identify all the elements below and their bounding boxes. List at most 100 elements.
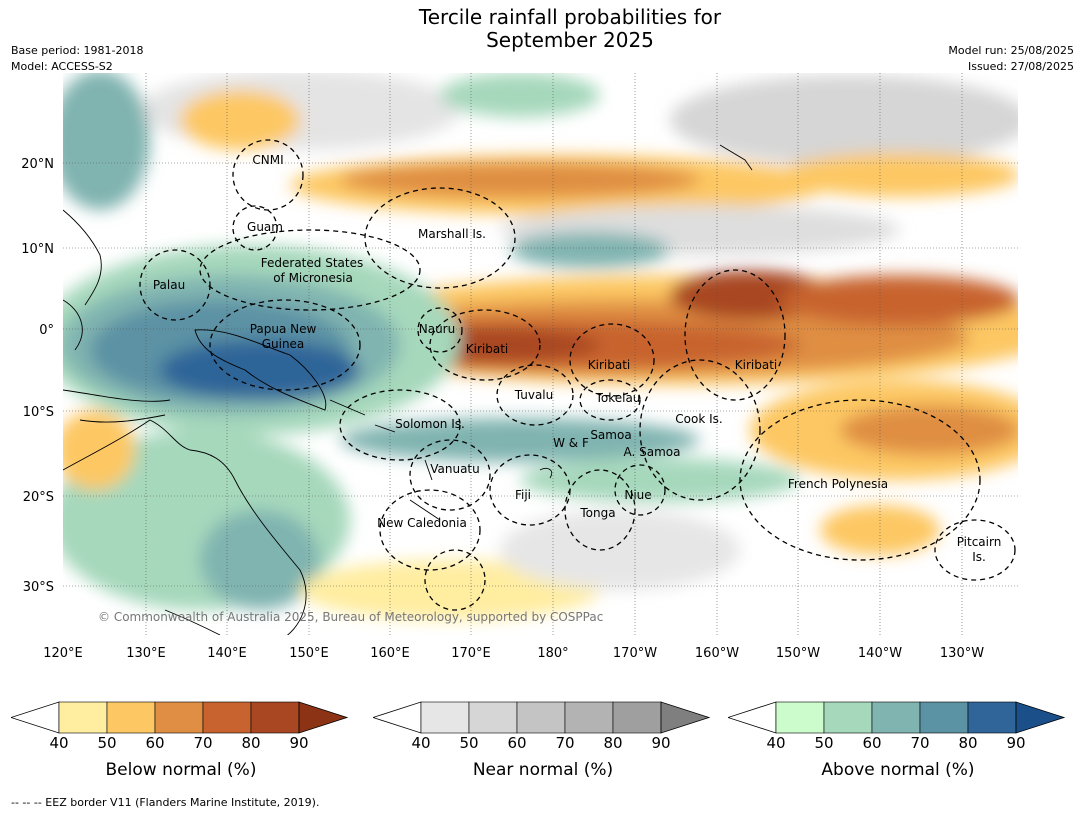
lon-label: 150°W (776, 646, 820, 661)
patch-wet-core (160, 340, 360, 400)
patch-green-n (440, 73, 600, 117)
eez-frpoly (739, 399, 981, 561)
lon-label: 140°E (207, 646, 247, 661)
colorbar-min-arrow (9, 701, 60, 734)
colorbar-bin (612, 701, 662, 734)
lat-label: 20°N (21, 157, 54, 172)
colorbar-tick: 80 (603, 734, 623, 752)
colorbar-tick: 40 (49, 734, 69, 752)
region-label: Tokelau (595, 391, 641, 405)
colorbar-tick: 90 (1006, 734, 1026, 752)
region-label: CNMI (252, 153, 283, 167)
patch-grey-south (500, 510, 740, 590)
colorbar-bin (967, 701, 1017, 734)
eez-tonga (564, 469, 636, 551)
patch-orange-n1 (180, 90, 300, 150)
region-label: Palau (153, 278, 185, 292)
region-label: Papua New (250, 322, 317, 336)
region-label: Cook Is. (675, 412, 722, 426)
region-label: French Polynesia (788, 477, 888, 491)
colorbar-graphic (726, 701, 1066, 734)
lon-label: 150°E (289, 646, 329, 661)
region-label: Niue (624, 488, 651, 502)
philippines-coast (63, 209, 102, 306)
eez-fsm (199, 229, 421, 311)
colorbar-min-arrow (726, 701, 777, 734)
region-label: Kiribati (588, 358, 630, 372)
eez-cnmi (232, 139, 304, 211)
latitude-labels: 20°N 10°N 0° 10°S 20°S 30°S (21, 157, 54, 595)
new-zealand (164, 609, 221, 635)
eez-kiribati-w (429, 309, 541, 381)
lon-label: 130°E (126, 646, 166, 661)
lon-label: 170°E (451, 646, 491, 661)
longitude-labels: 120°E 130°E 140°E 150°E 160°E 170°E 180° 170°W 1… (43, 646, 984, 661)
lon-label: 140°W (858, 646, 902, 661)
lat-label: 30°S (23, 580, 54, 595)
colorbar-graphic (9, 701, 349, 734)
patch-grey-ne (670, 75, 1018, 165)
eez-solomon (339, 389, 461, 461)
eez-vanuatu (409, 439, 491, 511)
borneo-coast (63, 299, 83, 351)
patch-wet-spcz2 (520, 458, 800, 502)
colorbar-tick: 80 (241, 734, 261, 752)
region-label: Guam (247, 220, 283, 234)
colorbar-tick: 50 (97, 734, 117, 752)
colorbar-graphic (371, 701, 711, 734)
eez-borders (139, 139, 1016, 611)
region-label: New Caledonia (377, 516, 467, 530)
colorbar-bin (154, 701, 204, 734)
colorbar-above: 40 50 60 70 80 90 Above normal (%) (726, 700, 1068, 790)
lon-label: 160°W (695, 646, 739, 661)
eez-marshall (364, 187, 516, 289)
lat-label: 10°N (21, 242, 54, 257)
region-label: Fiji (515, 488, 531, 502)
lon-label: 170°W (613, 646, 657, 661)
eez-kiribati-c (569, 323, 655, 397)
colorbar-label: Above normal (%) (821, 760, 975, 780)
region-label: Guinea (262, 337, 305, 351)
region-label: Kiribati (466, 342, 508, 356)
hawaii-is (719, 144, 753, 171)
map-title: Tercile rainfall probabilities for Septe… (0, 6, 1085, 52)
patch-orange-south (300, 560, 600, 620)
probability-field (63, 73, 1018, 635)
eez-pitcairn (934, 519, 1016, 581)
colorbar-bin (871, 701, 921, 734)
new-caledonia (409, 499, 441, 521)
vanuatu-is (424, 459, 433, 481)
region-label: Federated States (261, 256, 363, 270)
eez-niue (614, 464, 666, 516)
coastlines (63, 144, 753, 635)
region-label: Marshall Is. (418, 227, 486, 241)
region-label: Pitcairn (957, 535, 1002, 549)
colorbar-below: 40 50 60 70 80 90 Below normal (%) (9, 700, 351, 790)
colorbar-bin (516, 701, 566, 734)
colorbar-near: 40 50 60 70 80 90 Near normal (%) (371, 700, 713, 790)
patch-wet-spcz (340, 418, 700, 462)
colorbar-bin (919, 701, 969, 734)
colorbar-bin (420, 701, 470, 734)
graticule (63, 73, 1018, 635)
region-label: Kiribati (735, 358, 777, 372)
colorbar-bin (564, 701, 614, 734)
eez-nauru (417, 307, 463, 353)
lat-label: 0° (39, 323, 54, 338)
lon-label: 130°W (940, 646, 984, 661)
region-label: Tuvalu (514, 388, 554, 402)
colorbar-tick: 40 (411, 734, 431, 752)
lat-label: 20°S (23, 490, 54, 505)
colorbar-tick: 50 (459, 734, 479, 752)
indonesia-coast (63, 389, 171, 423)
eez-palau (139, 249, 211, 321)
colorbar-tick: 90 (651, 734, 671, 752)
colorbar-max-arrow (1015, 701, 1066, 734)
colorbar-bin (468, 701, 518, 734)
colorbar-tick: 50 (814, 734, 834, 752)
title-line-2: September 2025 (486, 28, 654, 52)
new-guinea-coast (194, 329, 327, 411)
patch-orange-n4 (780, 153, 1018, 197)
region-label: Nauru (419, 322, 455, 336)
colorbar-label: Below normal (%) (105, 760, 257, 780)
